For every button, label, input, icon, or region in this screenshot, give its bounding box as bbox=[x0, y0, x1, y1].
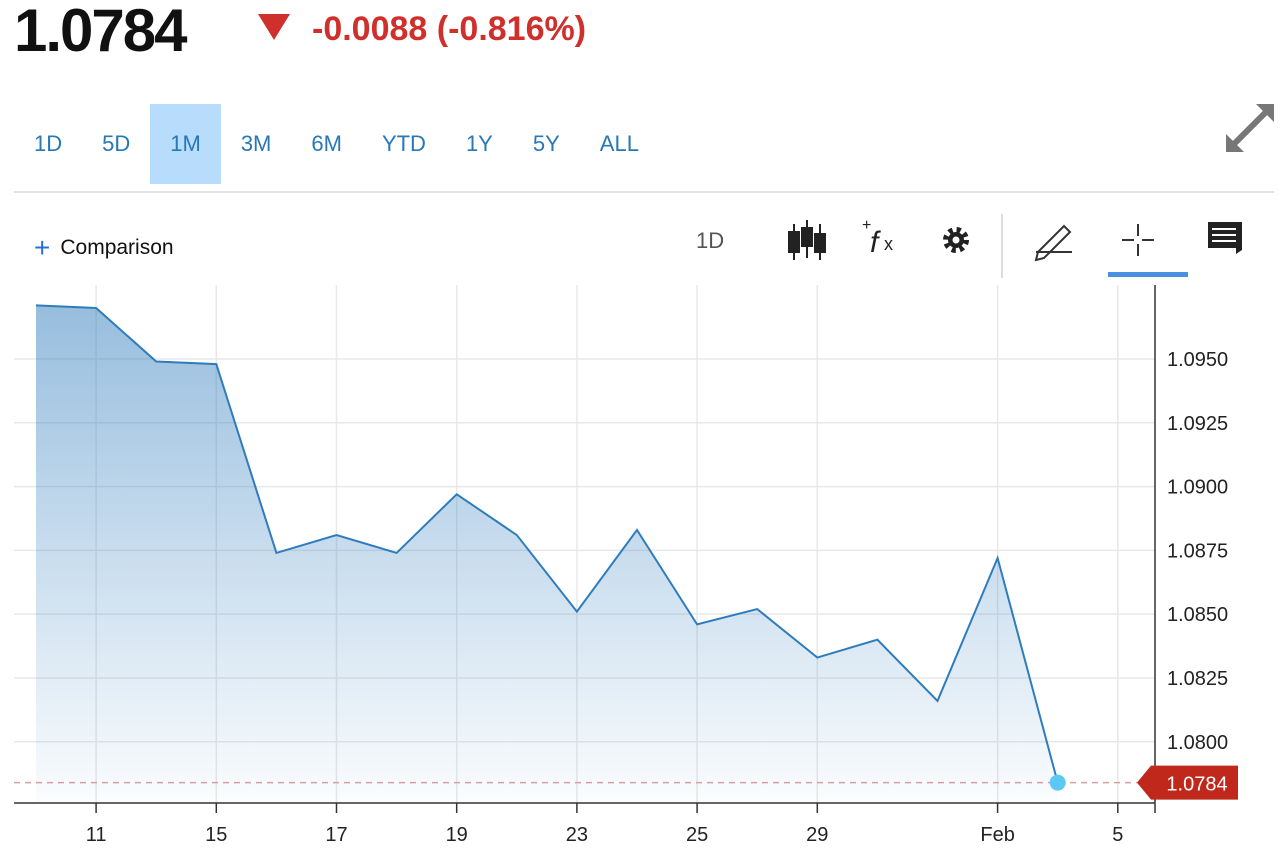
fx-x: x bbox=[884, 234, 893, 254]
range-tab[interactable]: 1M bbox=[150, 104, 221, 184]
last-price-label: 1.0784 bbox=[1166, 774, 1227, 796]
y-tick-label: 1.0950 bbox=[1167, 349, 1228, 371]
x-tick-label: 29 bbox=[806, 824, 828, 846]
x-tick-label: 15 bbox=[205, 824, 227, 846]
range-tab[interactable]: 1Y bbox=[465, 131, 493, 156]
last-price: 1.0784 bbox=[14, 0, 188, 64]
separator bbox=[14, 191, 1274, 193]
candle-icon[interactable] bbox=[788, 220, 826, 260]
x-tick-label: 23 bbox=[566, 824, 588, 846]
y-tick-label: 1.0900 bbox=[1167, 477, 1228, 499]
last-point bbox=[1049, 774, 1066, 791]
range-tab[interactable]: YTD bbox=[381, 131, 426, 156]
toolbar-icons: + f x bbox=[788, 214, 1242, 278]
y-tick-label: 1.0875 bbox=[1167, 540, 1228, 562]
range-tab[interactable]: 5Y bbox=[532, 131, 560, 156]
comparison-button[interactable]: + Comparison bbox=[34, 232, 174, 263]
comment-icon[interactable] bbox=[1208, 222, 1242, 254]
last-price-tag bbox=[1137, 765, 1238, 800]
x-tick-label: 19 bbox=[446, 824, 468, 846]
y-tick-label: 1.0850 bbox=[1167, 604, 1228, 626]
range-tab[interactable]: 1D bbox=[34, 131, 63, 156]
price-change: -0.0088 (-0.816%) bbox=[312, 10, 587, 48]
price-line bbox=[35, 304, 1059, 783]
y-tick-label: 1.0925 bbox=[1167, 413, 1228, 435]
down-arrow bbox=[258, 14, 290, 40]
area-fill bbox=[36, 305, 1058, 803]
x-tick-label: 11 bbox=[86, 824, 107, 846]
crosshair-icon[interactable] bbox=[1122, 224, 1154, 256]
range-tabs: 1D 5D 1M 3M 6M YTD 1Y 5Y ALL bbox=[14, 104, 659, 184]
range-tab[interactable]: 5D bbox=[102, 131, 131, 156]
x-tick-label: 5 bbox=[1112, 824, 1123, 846]
settings-icon[interactable] bbox=[943, 227, 969, 253]
fx-plus[interactable]: + bbox=[862, 217, 871, 234]
range-tab[interactable]: 3M bbox=[240, 131, 272, 156]
expand-button[interactable] bbox=[1222, 100, 1278, 156]
y-tick-label: 1.0825 bbox=[1167, 668, 1228, 690]
comparison-label: Comparison bbox=[60, 236, 174, 259]
y-tick-label: 1.0800 bbox=[1167, 732, 1228, 754]
x-tick-label: Feb bbox=[980, 824, 1014, 846]
range-tab[interactable]: ALL bbox=[599, 131, 639, 156]
interval-button[interactable]: 1D bbox=[696, 228, 725, 253]
range-tab[interactable]: 6M bbox=[311, 131, 342, 156]
x-tick-label: 17 bbox=[325, 824, 347, 846]
draw-icon[interactable] bbox=[1034, 224, 1072, 262]
fx-icon[interactable]: f bbox=[870, 226, 881, 259]
x-tick-label: 25 bbox=[686, 824, 708, 846]
